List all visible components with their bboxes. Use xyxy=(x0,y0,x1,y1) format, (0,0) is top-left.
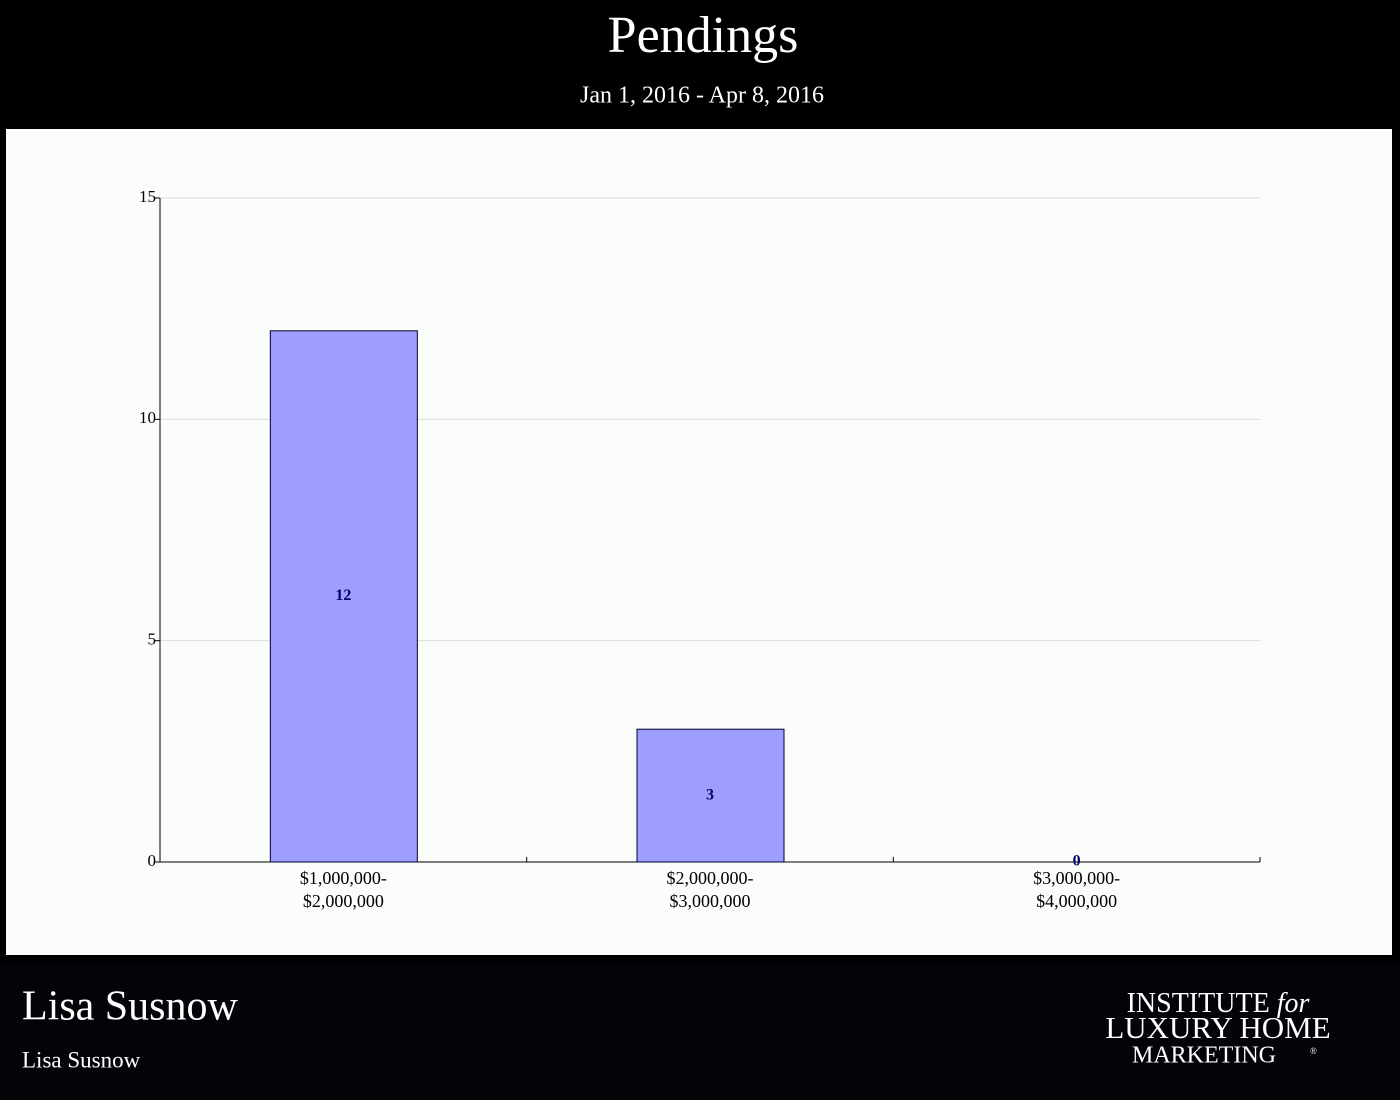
x-tick-line: $2,000,000- xyxy=(667,868,754,888)
x-tick-line: $3,000,000- xyxy=(1033,868,1120,888)
x-tick-line: $2,000,000 xyxy=(303,891,384,911)
title: Pendings xyxy=(608,7,799,64)
logo-line: MARKETING xyxy=(1132,1043,1276,1069)
y-tick-label: 10 xyxy=(139,408,156,427)
value-label: 3 xyxy=(706,786,714,803)
logo-word: for xyxy=(1277,988,1310,1019)
value-label: 12 xyxy=(335,587,351,604)
logo-word: INSTITUTE xyxy=(1127,988,1270,1019)
plot: 0 5 10 15 $1,000,000- $2,000,000 12 $2,000,000-… xyxy=(139,187,1261,911)
logo: INSTITUTE for LUXURY HOME MARKETING ® xyxy=(1105,988,1330,1068)
subtitle: Jan 1, 2016 - Apr 8, 2016 xyxy=(580,83,824,109)
y-tick-label: 15 xyxy=(139,187,156,206)
x-tick-label: $2,000,000- $3,000,000 xyxy=(667,868,754,911)
value-label: 0 xyxy=(1073,853,1081,870)
bar xyxy=(269,330,418,863)
logo-line: LUXURY HOME xyxy=(1105,1010,1330,1045)
y-tick-label: 0 xyxy=(148,851,157,870)
agent-name: Lisa Susnow xyxy=(22,984,239,1030)
x-tick-line: $3,000,000 xyxy=(670,891,751,911)
x-tick-line: $4,000,000 xyxy=(1036,891,1117,911)
agent-subname: Lisa Susnow xyxy=(22,1047,141,1072)
footer-band xyxy=(0,962,1400,1100)
y-tick-label: 5 xyxy=(148,630,157,649)
x-tick-label: $3,000,000- $4,000,000 xyxy=(1033,868,1120,911)
x-tick-line: $1,000,000- xyxy=(300,868,387,888)
x-tick-label: $1,000,000- $2,000,000 xyxy=(300,868,387,911)
bar xyxy=(636,728,785,863)
logo-line: INSTITUTE for xyxy=(1127,988,1310,1019)
logo-mark: ® xyxy=(1310,1046,1317,1056)
